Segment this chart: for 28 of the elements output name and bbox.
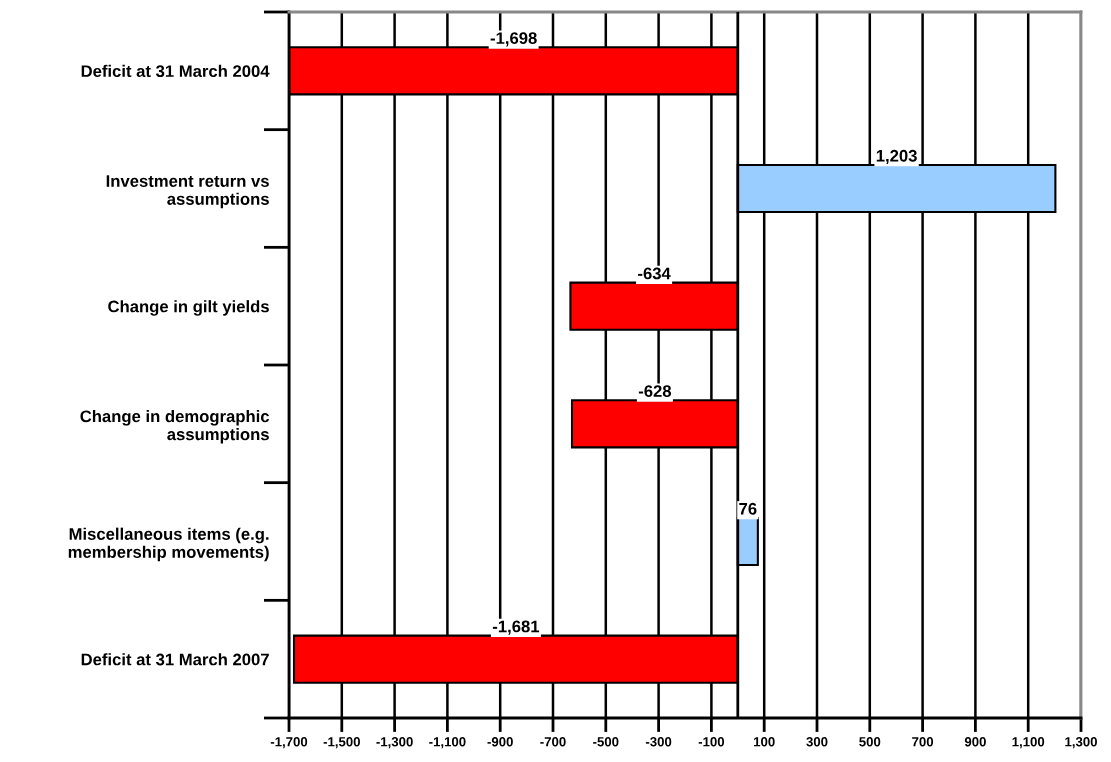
x-tick-label: -1,500 <box>323 737 360 749</box>
y-tick-label: Deficit at 31 March 2007 <box>81 653 269 666</box>
y-tick-label: Miscellaneous items (e.g. membership movements) <box>68 527 269 562</box>
x-tick-label: -100 <box>698 737 725 747</box>
y-tick-label: Change in demographic assumptions <box>80 409 270 444</box>
data-label: -1,681 <box>492 620 540 635</box>
y-tick-label: Investment return vs assumptions <box>106 175 269 209</box>
x-tick-label: -500 <box>593 737 619 747</box>
x-tick-label: -1,700 <box>270 737 308 749</box>
x-tick-label: -900 <box>487 737 513 747</box>
y-tick-label: Deficit at 31 March 2004 <box>81 64 270 78</box>
x-tick-label: 1,100 <box>1012 737 1045 749</box>
data-label: -628 <box>638 385 672 398</box>
x-tick-label: -300 <box>645 737 672 747</box>
x-tick-label: 500 <box>859 737 881 747</box>
x-tick-label: -1,100 <box>429 737 466 749</box>
data-label: -634 <box>638 267 671 280</box>
x-tick-label: 900 <box>964 737 986 747</box>
x-tick-label: -1,300 <box>376 737 413 749</box>
x-tick-label: 700 <box>912 737 934 747</box>
x-tick-label: 300 <box>806 737 828 747</box>
x-tick-label: -700 <box>540 737 566 747</box>
x-tick-label: 100 <box>754 737 775 747</box>
data-label: 1,203 <box>876 149 917 165</box>
y-tick-label: Change in gilt yields <box>108 300 269 316</box>
data-label: -1,698 <box>490 32 537 47</box>
data-label: 76 <box>739 502 757 515</box>
x-tick-label: 1,300 <box>1065 737 1097 749</box>
